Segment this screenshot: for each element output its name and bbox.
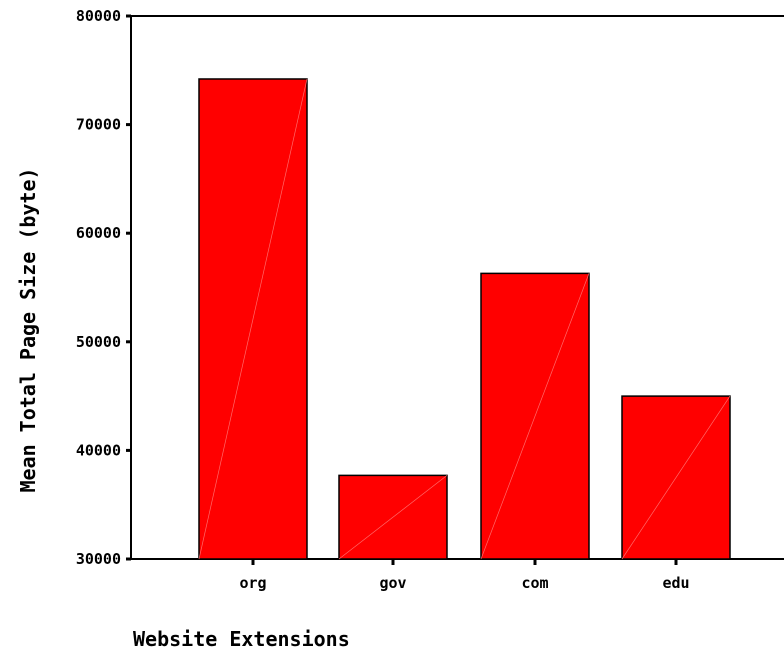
y-tick-label: 60000 <box>76 224 121 242</box>
y-tick-label: 80000 <box>76 7 121 25</box>
bars-group <box>198 78 731 560</box>
x-tick-label-edu: edu <box>662 574 689 592</box>
x-tick-label-com: com <box>521 574 548 592</box>
x-tick-label-gov: gov <box>379 574 406 592</box>
x-tick-label-org: org <box>239 574 266 592</box>
bar-diagonal-edu <box>621 395 731 560</box>
x-axis: org gov com edu <box>239 559 690 592</box>
bar-diagonal-org <box>198 78 308 560</box>
bar-diagonal-gov <box>338 475 448 560</box>
x-axis-title: Website Extensions <box>133 627 350 651</box>
y-tick-label: 70000 <box>76 116 121 134</box>
y-tick-label: 40000 <box>76 441 121 459</box>
y-axis: 30000 40000 50000 60000 70000 80000 <box>76 7 131 568</box>
y-tick-label: 50000 <box>76 333 121 351</box>
y-axis-title: Mean Total Page Size (byte) <box>16 167 40 492</box>
y-tick-label: 30000 <box>76 550 121 568</box>
bar-diagonal-com <box>480 273 590 560</box>
